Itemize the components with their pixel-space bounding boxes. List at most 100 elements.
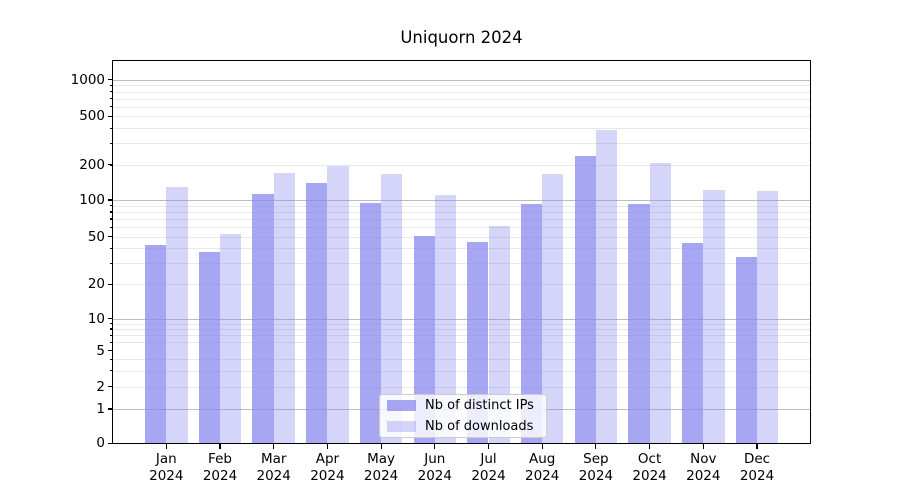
minor-gridline [113, 91, 810, 93]
minor-gridline [113, 342, 810, 344]
bar-jun-distinct-ips [413, 235, 435, 444]
x-tick [434, 443, 436, 449]
x-tick [649, 443, 651, 449]
major-gridline [113, 318, 810, 320]
y-tick-label: 200 [79, 156, 105, 173]
bar-may-distinct-ips [359, 203, 382, 444]
bar-mar-distinct-ips [252, 193, 274, 444]
y-minor-tick [110, 205, 113, 207]
legend-label: Nb of downloads [425, 419, 534, 434]
x-tick-label-jun: Jun 2024 [417, 451, 452, 484]
bar-sep-downloads [595, 130, 618, 444]
legend-swatch-downloads [387, 421, 416, 432]
y-tick-label: 100 [79, 192, 105, 208]
minor-gridline [113, 164, 810, 166]
y-tick [107, 349, 113, 352]
y-tick-label: 50 [87, 228, 105, 245]
y-tick [107, 318, 113, 320]
y-tick-label: 1 [96, 401, 105, 417]
y-tick-label: 2 [96, 378, 105, 395]
bar-apr-distinct-ips [306, 182, 328, 444]
bar-apr-downloads [327, 166, 349, 444]
chart-title: Uniquorn 2024 [400, 28, 523, 47]
y-minor-tick [110, 211, 113, 213]
y-minor-tick [110, 142, 113, 145]
bar-jul-downloads [488, 226, 510, 444]
x-tick-label-feb: Feb 2024 [202, 451, 238, 484]
bar-jan-downloads [166, 186, 188, 444]
legend-item: Nb of distinct IPs [387, 396, 546, 415]
y-minor-tick [110, 341, 113, 343]
minor-gridline [113, 236, 810, 238]
minor-gridline [113, 116, 810, 118]
y-tick [107, 199, 113, 201]
y-minor-tick [110, 226, 113, 228]
y-tick [107, 236, 113, 238]
bar-aug-distinct-ips [520, 203, 543, 444]
x-tick [326, 443, 328, 449]
y-tick-label: 1000 [70, 71, 105, 88]
legend-swatch-distinct-ips [387, 400, 416, 411]
y-minor-tick [110, 370, 113, 372]
x-tick [756, 443, 758, 449]
y-minor-tick [110, 106, 113, 108]
y-tick [107, 164, 113, 166]
bar-jul-distinct-ips [467, 242, 489, 444]
bar-nov-distinct-ips [682, 243, 704, 444]
y-tick-label: 0 [96, 435, 105, 452]
minor-gridline [113, 211, 810, 213]
y-minor-tick [110, 91, 113, 93]
minor-gridline [113, 359, 810, 361]
x-tick-label-mar: Mar 2024 [256, 451, 291, 484]
minor-gridline [113, 106, 810, 108]
y-tick [107, 283, 113, 285]
bar-jan-distinct-ips [145, 244, 167, 444]
x-tick [702, 443, 704, 449]
minor-gridline [113, 370, 810, 372]
x-tick-label-jul: Jul 2024 [471, 451, 506, 484]
bar-oct-downloads [649, 163, 671, 444]
bar-oct-distinct-ips [628, 203, 650, 444]
x-tick [380, 443, 382, 449]
bar-may-downloads [381, 174, 403, 444]
major-gridline [113, 200, 810, 201]
y-minor-tick [110, 84, 113, 87]
bar-nov-downloads [703, 189, 725, 444]
minor-gridline [113, 248, 810, 250]
minor-gridline [113, 263, 810, 265]
y-minor-tick [110, 358, 113, 360]
minor-gridline [113, 218, 810, 220]
x-tick-label-may: May 2024 [363, 451, 399, 484]
y-minor-tick [110, 328, 113, 330]
minor-gridline [113, 386, 810, 388]
y-minor-tick [110, 218, 113, 220]
x-tick [273, 443, 275, 449]
y-minor-tick [110, 334, 113, 336]
minor-gridline [113, 143, 810, 145]
minor-gridline [113, 335, 810, 337]
y-tick [107, 408, 113, 410]
bar-aug-downloads [542, 174, 564, 444]
y-minor-tick [110, 127, 113, 129]
bar-dec-downloads [757, 190, 779, 444]
plot-frame [112, 60, 811, 444]
x-tick [541, 443, 543, 449]
y-tick-label: 20 [87, 276, 105, 293]
minor-gridline [113, 284, 810, 286]
x-tick [219, 443, 221, 449]
x-tick-label-aug: Aug 2024 [525, 451, 560, 484]
y-tick-label: 5 [96, 342, 105, 359]
y-minor-tick [110, 247, 113, 249]
minor-gridline [113, 98, 810, 100]
y-minor-tick [110, 262, 113, 264]
x-tick-label-apr: Apr 2024 [310, 451, 345, 484]
x-tick [165, 443, 167, 449]
x-tick-label-nov: Nov 2024 [686, 451, 721, 484]
bar-feb-distinct-ips [198, 252, 220, 444]
y-minor-tick [110, 323, 113, 325]
legend-item: Nb of downloads [387, 417, 546, 436]
x-tick [595, 443, 597, 449]
y-tick [107, 442, 113, 444]
